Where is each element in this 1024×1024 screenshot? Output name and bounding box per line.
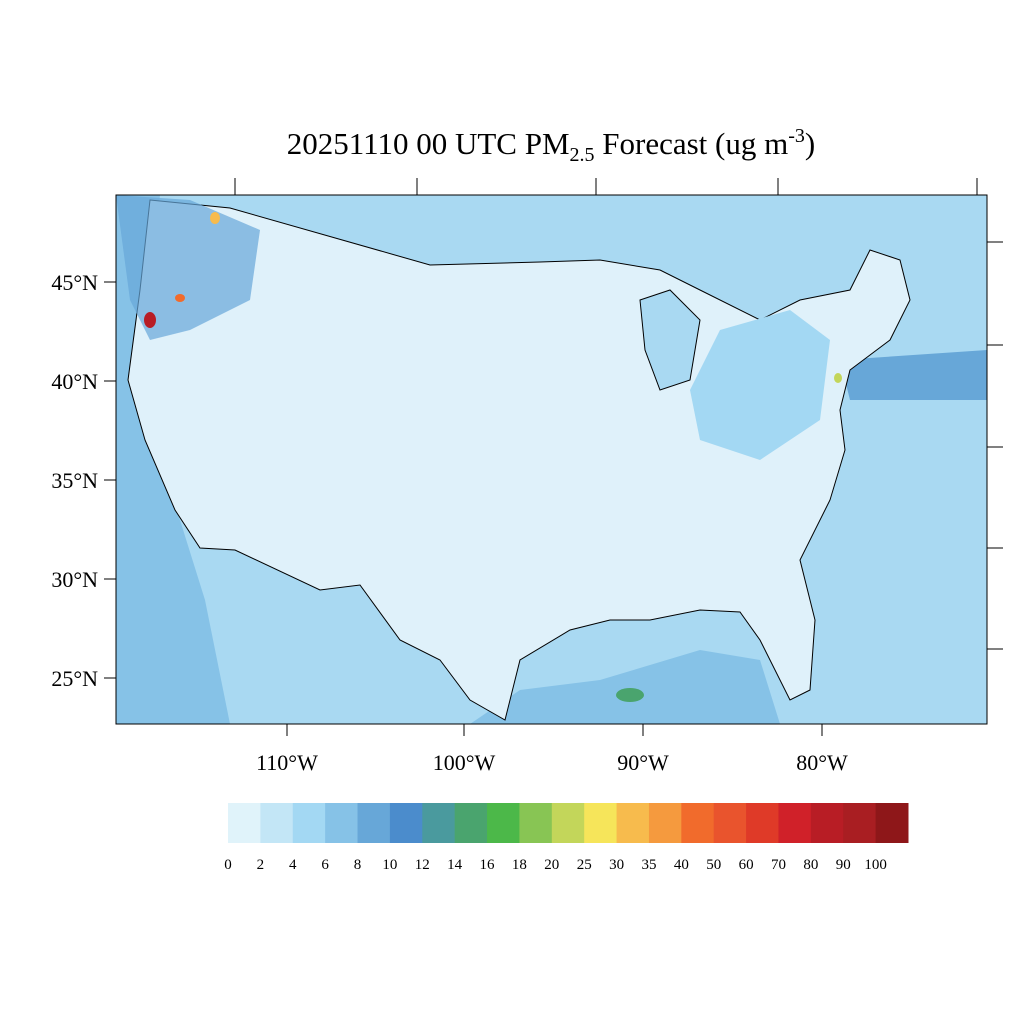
lon-label: 100°W	[433, 750, 496, 775]
lon-label: 80°W	[796, 750, 848, 775]
colorbar-box	[616, 803, 650, 843]
colorbar-label: 18	[512, 857, 527, 873]
lat-label: 35°N	[51, 468, 98, 493]
colorbar-label: 40	[674, 857, 689, 873]
colorbar-label: 30	[609, 857, 624, 873]
colorbar-label: 100	[864, 857, 887, 873]
colorbar-label: 4	[289, 857, 297, 873]
colorbar-box	[713, 803, 747, 843]
title-superscript: -3	[788, 125, 805, 147]
colorbar-box	[454, 803, 488, 843]
great-lakes	[639, 289, 701, 391]
colorbar-box	[551, 803, 585, 843]
colorbar-box	[422, 803, 456, 843]
colorbar-box	[487, 803, 520, 843]
colorbar-box	[681, 803, 715, 843]
colorbar-label: 35	[641, 857, 656, 873]
colorbar-box	[584, 803, 618, 843]
title-end: )	[805, 126, 815, 161]
colorbar-label: 8	[354, 857, 362, 873]
colorbar-box	[778, 803, 812, 843]
gulf-haze	[470, 650, 780, 724]
colorbar-label: 20	[544, 857, 559, 873]
colorbar-label: 10	[382, 857, 397, 873]
map-ticks	[104, 178, 1003, 736]
hotspot	[210, 212, 220, 224]
gulf-spot	[616, 688, 644, 702]
colorbar-box	[325, 803, 359, 843]
colorbar-box	[648, 803, 682, 843]
colorbar-label: 2	[257, 857, 265, 873]
northeast-haze	[690, 310, 830, 460]
us-outline	[127, 199, 911, 721]
colorbar-label: 25	[577, 857, 592, 873]
title: 20251110 00 UTC PM2.5 Forecast (ug m-3)	[287, 125, 815, 166]
lat-label: 45°N	[51, 270, 98, 295]
colorbar-box	[260, 803, 294, 843]
colorbar-label: 16	[480, 857, 496, 873]
hotspot	[834, 373, 842, 383]
axis-labels: 45°N 40°N 35°N 30°N 25°N 110°W 100°W 90°W 80°W	[51, 270, 848, 775]
colorbar-box	[843, 803, 877, 843]
colorbar-label: 70	[771, 857, 786, 873]
colorbar-box	[228, 803, 261, 843]
colorbar-label: 14	[447, 857, 463, 873]
colorbar-box	[357, 803, 391, 843]
colorbar-box	[519, 803, 553, 843]
colorbar-box	[810, 803, 844, 843]
lat-label: 40°N	[51, 369, 98, 394]
atlantic-plume	[840, 350, 987, 400]
colorbar-label: 12	[415, 857, 430, 873]
colorbar-box	[389, 803, 423, 843]
lon-label: 90°W	[617, 750, 669, 775]
map-frame	[115, 194, 988, 725]
lat-label: 30°N	[51, 567, 98, 592]
colorbar-label: 90	[836, 857, 851, 873]
colorbar-box	[746, 803, 779, 843]
title-subscript: 2.5	[570, 144, 595, 166]
colorbar-label: 6	[321, 857, 329, 873]
colorbar-label: 60	[739, 857, 754, 873]
lon-label: 110°W	[256, 750, 318, 775]
hotspot	[144, 312, 156, 328]
colorbar: 0 2 4 6 8 10 12 14 16 18 20 25 30 35 40 50 60 70 80 90 100	[224, 803, 909, 873]
colorbar-box	[292, 803, 326, 843]
hotspot	[175, 294, 185, 302]
colorbar-box	[875, 803, 909, 843]
colorbar-label: 0	[224, 857, 232, 873]
lat-label: 25°N	[51, 666, 98, 691]
map	[104, 178, 1003, 736]
colorbar-label: 80	[803, 857, 818, 873]
title-rest: Forecast (ug m	[595, 126, 789, 161]
colorbar-label: 50	[706, 857, 721, 873]
northwest-haze	[116, 195, 260, 340]
title-main: 20251110 00 UTC PM	[287, 126, 570, 161]
